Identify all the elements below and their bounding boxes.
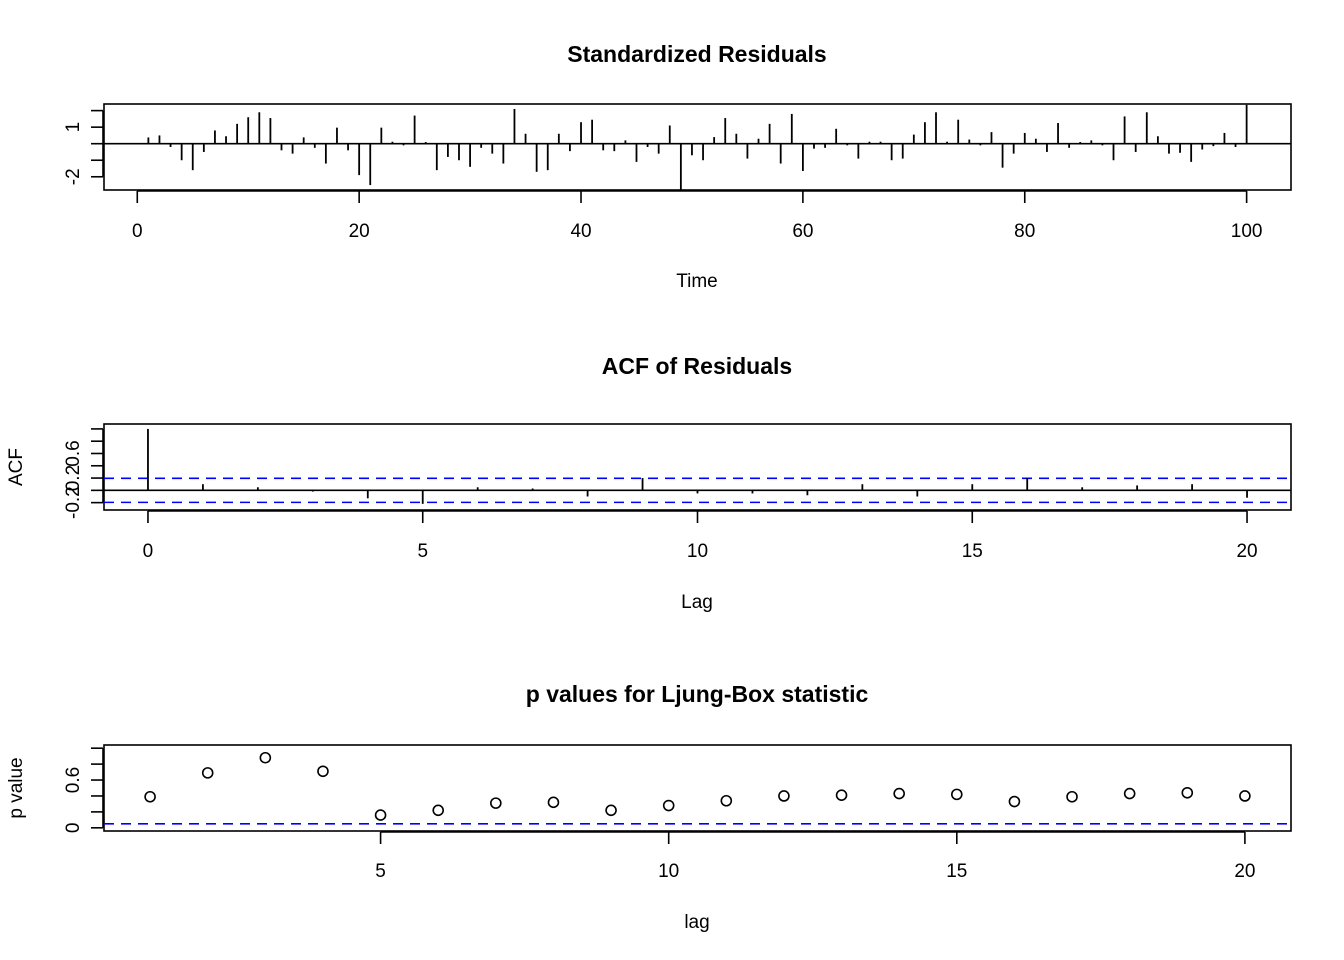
pvalue-point xyxy=(778,790,790,802)
x-tick-label: 15 xyxy=(962,541,983,562)
x-tick-label: 0 xyxy=(132,221,143,242)
y-tick-label: 1 xyxy=(63,122,84,133)
y-tick-label: 0.6 xyxy=(63,767,84,793)
pvalue-point xyxy=(835,789,848,801)
x-tick-label: 100 xyxy=(1231,221,1263,242)
pvalue-point xyxy=(490,797,502,809)
pvalue-point xyxy=(893,787,905,800)
acf-axes: 0 5 10 15 20 -0.20.20.6 xyxy=(63,428,1258,562)
pvalue-point xyxy=(547,796,560,809)
acf-panel: ACF of Residuals Lag ACF 0 5 10 15 20 -0.20.2… xyxy=(6,353,1292,613)
ljungbox-axes: 5 10 15 20 0 0.6 xyxy=(63,747,1255,882)
y-tick-label: -2 xyxy=(63,168,84,185)
residuals-panel: Standardized Residuals Time 0 20 40 60 80 100… xyxy=(63,41,1292,292)
pvalue-point xyxy=(1008,795,1021,808)
x-tick-label: 80 xyxy=(1014,221,1035,242)
acf-title: ACF of Residuals xyxy=(602,353,792,379)
x-tick-label: 0 xyxy=(143,541,154,562)
pvalue-point xyxy=(201,767,214,779)
x-tick-label: 10 xyxy=(687,541,708,562)
pvalue-point xyxy=(605,804,617,817)
pvalue-point xyxy=(432,804,445,817)
x-tick-label: 20 xyxy=(1234,861,1255,882)
x-tick-label: 40 xyxy=(570,221,591,242)
ljungbox-xlabel: lag xyxy=(684,912,709,933)
x-tick-label: 20 xyxy=(349,221,370,242)
residuals-marks xyxy=(104,104,1291,190)
pvalue-point xyxy=(720,794,733,807)
pvalue-point xyxy=(317,765,329,778)
residuals-axes: 0 20 40 60 80 100 1 -2 xyxy=(63,109,1263,242)
pvalue-point xyxy=(144,790,156,803)
residuals-title: Standardized Residuals xyxy=(567,41,826,67)
y-tick-label: 0 xyxy=(63,823,84,834)
residuals-plot-frame xyxy=(103,103,1292,191)
x-tick-label: 60 xyxy=(792,221,813,242)
y-tick-label: 0.2 xyxy=(63,465,84,491)
x-tick-label: 20 xyxy=(1236,541,1257,562)
ljungbox-marks xyxy=(104,751,1291,825)
ljungbox-plot-frame xyxy=(103,744,1292,832)
pvalue-point xyxy=(950,788,963,801)
acf-plot-frame xyxy=(103,423,1292,511)
pvalue-point xyxy=(1181,786,1194,799)
acf-ylabel: ACF xyxy=(6,448,27,486)
pvalue-point xyxy=(1239,790,1251,802)
y-tick-label: 0.6 xyxy=(63,440,84,466)
x-tick-label: 5 xyxy=(417,541,428,562)
acf-marks xyxy=(104,428,1291,504)
pvalue-point xyxy=(374,809,387,821)
acf-xlabel: Lag xyxy=(681,592,713,613)
x-tick-label: 5 xyxy=(375,861,386,882)
residuals-xlabel: Time xyxy=(676,271,718,292)
pvalue-point xyxy=(1123,787,1136,800)
ljungbox-ylabel: p value xyxy=(6,757,27,818)
pvalue-point xyxy=(662,799,675,812)
pvalue-point xyxy=(259,751,272,764)
pvalue-point xyxy=(1066,790,1078,803)
x-tick-label: 10 xyxy=(658,861,679,882)
ljungbox-title: p values for Ljung-Box statistic xyxy=(526,681,869,707)
x-tick-label: 15 xyxy=(946,861,967,882)
y-tick-label: -0.2 xyxy=(63,486,84,519)
ljungbox-panel: p values for Ljung-Box statistic lag p v… xyxy=(6,681,1292,933)
